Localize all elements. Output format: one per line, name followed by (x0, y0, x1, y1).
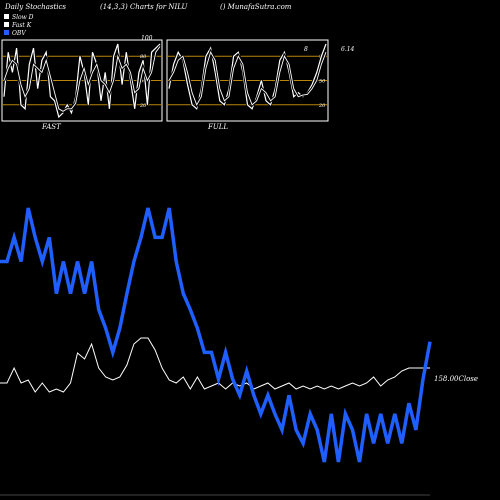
close-value-label: 158.00Close (434, 375, 478, 383)
fast-level-label-80: 80 (140, 54, 147, 60)
fast-panel: 80 50 20 100 FAST (1, 35, 163, 131)
fast-level-label-50: 50 (140, 79, 147, 85)
full-level-label-20: 20 (318, 103, 326, 109)
header-left-title: Daily Stochastics (4, 3, 66, 11)
obv-line (0, 207, 432, 463)
close-line (0, 337, 430, 393)
legend-swatch-slow-d (4, 14, 9, 19)
legend-label-obv: OBV (12, 30, 26, 37)
side-value-label: 6.14 (341, 46, 355, 53)
fast-series (2, 42, 162, 120)
header-right-title: () MunafaSutra.com (220, 3, 292, 11)
full-marker-label: 8 (304, 46, 308, 53)
legend-swatch-fast-k (4, 22, 9, 27)
full-panel-label: FULL (207, 123, 228, 131)
legend-label-fast-k: Fast K (11, 22, 32, 29)
fast-panel-label: FAST (41, 123, 62, 131)
full-level-label-50: 50 (319, 79, 326, 85)
legend-label-slow-d: Slow D (12, 14, 34, 21)
header-center-title: (14,3,3) Charts for NILU (100, 3, 188, 11)
legend-swatch-obv (4, 30, 9, 35)
full-series-slow-d (168, 51, 327, 106)
fast-series-fast-k (3, 43, 161, 119)
fast-level-label-20: 20 (139, 103, 147, 109)
fast-series-slow-d (3, 46, 161, 112)
full-series (167, 43, 328, 112)
obv-close-plot (0, 207, 432, 463)
fast-marker-label: 100 (141, 35, 153, 42)
full-series-fast-k (168, 43, 327, 110)
legend: Slow D Fast K OBV (4, 14, 34, 37)
